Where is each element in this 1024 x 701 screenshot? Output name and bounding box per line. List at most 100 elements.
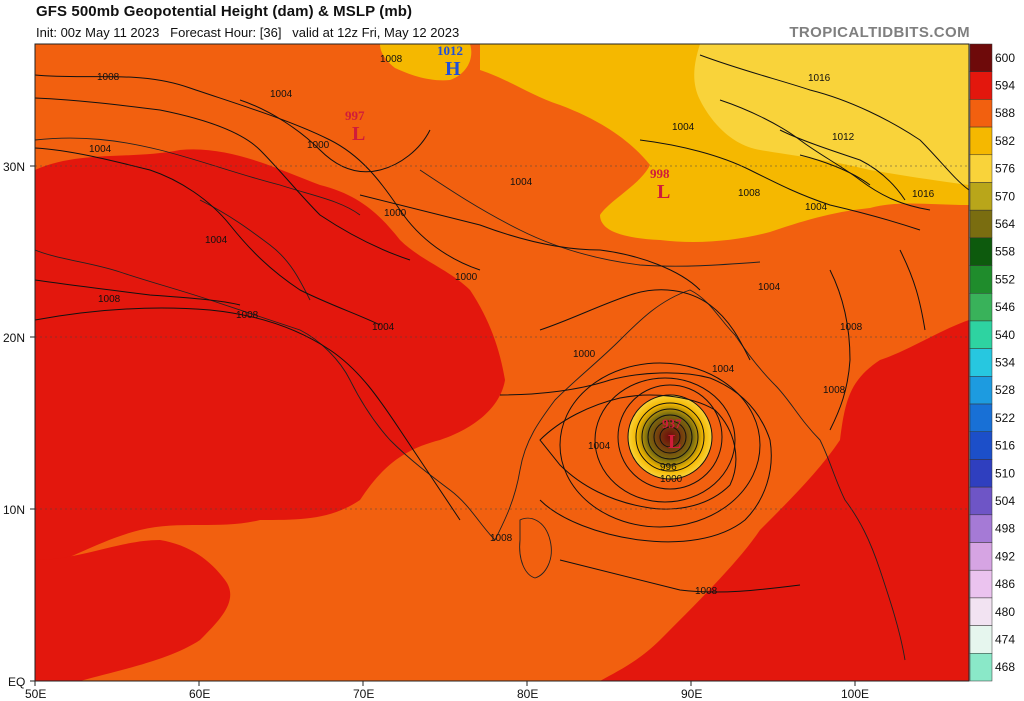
y-tick-label: 20N (3, 331, 25, 345)
pressure-letter: L (657, 181, 670, 203)
isobar-label: 1004 (672, 122, 695, 133)
pressure-letter: L (668, 431, 681, 453)
map-frame (34, 43, 970, 682)
colorbar-swatch (969, 542, 993, 571)
y-axis (30, 165, 35, 682)
colorbar-label: 588 (995, 106, 1015, 120)
colorbar-swatch (969, 126, 993, 156)
colorbar-swatch (969, 265, 993, 294)
colorbar-label: 558 (995, 245, 1015, 259)
y-tick-label: EQ (8, 675, 25, 689)
isobar-label: 1000 (307, 140, 330, 151)
height-594-se (600, 320, 969, 681)
colorbar-label: 540 (995, 328, 1015, 342)
isobar-label: 1004 (510, 177, 533, 188)
isobar-label: 1004 (588, 441, 611, 452)
isobar-label: 1008 (490, 533, 513, 544)
isobars (35, 54, 969, 593)
colorbar-swatch (969, 237, 993, 266)
isobar-label: 1000 (455, 272, 478, 283)
isobar-label: 1008 (236, 310, 259, 321)
chart-subtitle: Init: 00z May 11 2023 Forecast Hour: [36… (36, 25, 460, 40)
colorbar-label: 528 (995, 383, 1015, 397)
isobar-label: 1008 (97, 72, 120, 83)
colorbar-label: 570 (995, 189, 1015, 203)
colorbar-swatch (969, 182, 993, 211)
y-tick-labels: EQ 10N 20N 30N (3, 160, 25, 689)
colorbar-label: 600 (995, 51, 1015, 65)
isobar-label: 1004 (712, 364, 735, 375)
colorbar-swatch (969, 43, 993, 72)
colorbar-label: 522 (995, 411, 1015, 425)
isobar-label: 1004 (805, 202, 828, 213)
colorbar-label: 492 (995, 549, 1015, 563)
colorbar-label: 486 (995, 577, 1015, 591)
colorbar-label: 576 (995, 162, 1015, 176)
pressure-letter: H (445, 58, 461, 80)
isobar-label: 1008 (840, 322, 863, 333)
colorbar-swatch (969, 625, 993, 654)
colorbar-label: 552 (995, 272, 1015, 286)
x-tick-labels: 50E 60E 70E 80E 90E 100E (25, 687, 869, 701)
colorbar-label: 534 (995, 356, 1015, 370)
colorbar-swatch (969, 348, 993, 377)
low-center-998: 998 L (650, 166, 670, 203)
colorbar-label: 594 (995, 79, 1015, 93)
x-axis (34, 681, 856, 686)
low-center-997: 997 L (345, 108, 365, 145)
x-tick-label: 50E (25, 687, 46, 701)
isobar-label: 1004 (372, 322, 395, 333)
y-tick-label: 30N (3, 160, 25, 174)
colorbar-swatch (969, 71, 993, 100)
cyclone-core (628, 395, 712, 479)
colorbar-swatch (969, 569, 993, 599)
isobar-label: 1000 (660, 474, 683, 485)
x-tick-label: 70E (353, 687, 374, 701)
colorbar-swatch (969, 431, 993, 460)
isobar-label: 1016 (912, 189, 935, 200)
colorbar-swatch (969, 597, 993, 626)
colorbar-label: 468 (995, 660, 1015, 674)
pressure-value: 997 (345, 108, 365, 123)
isobar-label: 1008 (695, 586, 718, 597)
graticule (35, 165, 969, 510)
colorbar-swatch (969, 154, 993, 183)
colorbar-label: 546 (995, 300, 1015, 314)
colorbar-swatch (969, 459, 993, 488)
isobar-label: 1008 (98, 294, 121, 305)
cyclone-isobars (559, 362, 761, 528)
chart-title: GFS 500mb Geopotential Height (dam) & MS… (36, 3, 413, 20)
colorbar: 600 594 588 582 576 570 564 558 552 546 540 534 528 5… (969, 43, 1015, 682)
isobar-label: 1012 (832, 132, 855, 143)
colorbar-label: 498 (995, 522, 1015, 536)
isobar-label: 1004 (89, 144, 112, 155)
colorbar-label: 564 (995, 217, 1015, 231)
y-tick-label: 10N (3, 503, 25, 517)
high-center-1012: 1012 H (437, 43, 463, 80)
pressure-value: 1012 (437, 43, 463, 58)
colorbar-swatch (969, 486, 993, 516)
isobar-label: 1008 (738, 188, 761, 199)
credit-text: TROPICALTIDBITS.COM (789, 24, 970, 41)
colorbar-swatch (969, 653, 993, 682)
colorbar-swatch (969, 293, 993, 322)
colorbar-swatch (969, 320, 993, 349)
height-594-south (35, 540, 231, 681)
colorbar-label: 474 (995, 632, 1015, 646)
colorbar-swatch (969, 514, 993, 543)
isobar-label: 1000 (573, 349, 596, 360)
x-tick-label: 90E (681, 687, 702, 701)
isobar-label: 1004 (270, 89, 293, 100)
colorbar-label: 510 (995, 466, 1015, 480)
pressure-value: 998 (650, 166, 670, 181)
colorbar-label: 582 (995, 134, 1015, 148)
isobar-label: 1016 (808, 73, 831, 84)
colorbar-label: 504 (995, 494, 1015, 508)
low-center-cyclone: 937 L (662, 416, 682, 453)
colorbar-label: 516 (995, 439, 1015, 453)
pressure-letter: L (352, 123, 365, 145)
height-576-north (694, 44, 969, 185)
isobar-label: 1008 (823, 385, 846, 396)
height-594-west (35, 149, 505, 570)
